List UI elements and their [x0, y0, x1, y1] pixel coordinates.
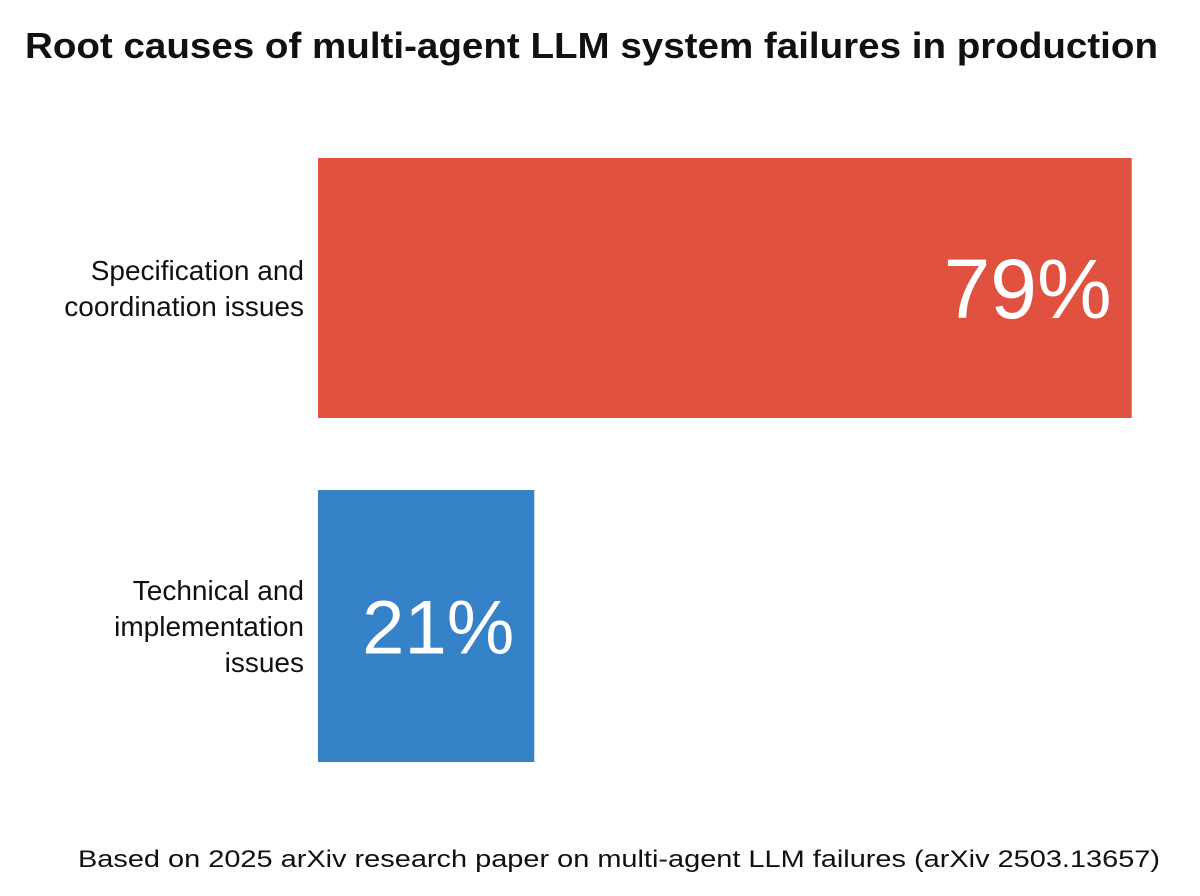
chart-title: Root causes of multi-agent LLM system fa…	[25, 25, 1158, 66]
bar-0	[318, 158, 1132, 418]
bar-value-label: 21%	[362, 585, 514, 670]
category-label: implementation	[114, 611, 304, 642]
bar-1	[318, 490, 535, 762]
category-label: Technical and	[133, 575, 304, 606]
category-label: coordination issues	[64, 291, 304, 322]
chart-footnote: Based on 2025 arXiv research paper on mu…	[78, 846, 1160, 873]
category-label: Specification and	[91, 255, 304, 286]
bar-value-label: 79%	[944, 242, 1112, 336]
category-label: issues	[225, 647, 304, 678]
